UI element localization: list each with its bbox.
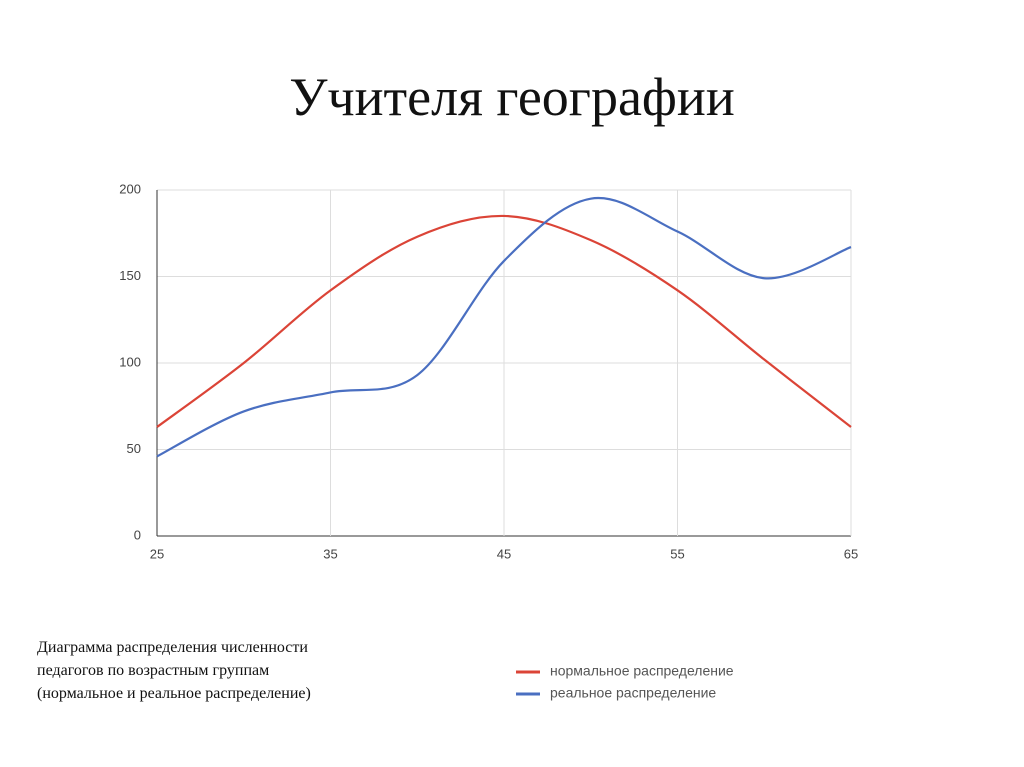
x-tick-label: 55: [670, 546, 684, 561]
x-tick-label: 25: [150, 546, 164, 561]
series-line: [156, 196, 852, 458]
series-line: [156, 214, 852, 428]
caption-line: педагогов по возрастным группам: [37, 662, 269, 679]
chart-title: Учителя географии: [289, 67, 734, 127]
y-tick-label: 100: [119, 354, 141, 369]
y-tick-label: 150: [119, 268, 141, 283]
caption-line: (нормальное и реальное распределение): [37, 685, 311, 702]
y-tick-label: 200: [119, 181, 141, 196]
x-tick-label: 45: [497, 546, 511, 561]
x-tick-label: 65: [844, 546, 858, 561]
legend-label: реальное распределение: [550, 685, 716, 701]
caption-line: Диаграмма распределения численности: [37, 639, 308, 656]
legend-label: нормальное распределение: [550, 663, 734, 679]
y-tick-label: 0: [134, 527, 141, 542]
y-tick-label: 50: [127, 441, 141, 456]
x-tick-label: 35: [323, 546, 337, 561]
